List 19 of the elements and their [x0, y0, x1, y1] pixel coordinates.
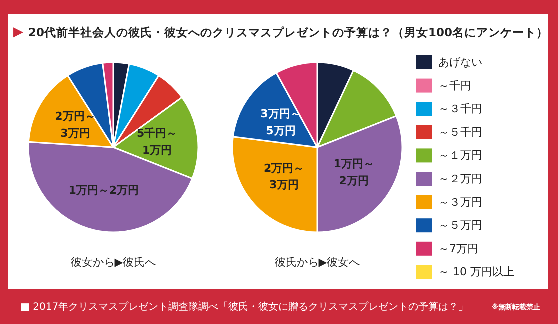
legend-label: ～7万円: [438, 242, 478, 256]
legend-label: ～５万円: [438, 219, 482, 232]
text: ■ 2017年クリスマスプレゼント調査隊調べ「彼氏・彼女に贈るクリスマスプレゼントの予算は？」: [20, 301, 469, 313]
legend-label: ～５千円: [438, 126, 482, 139]
text: 彼女から▶彼氏へ: [70, 256, 156, 269]
chart-title: ▶ 20代前半社会人の彼氏・彼女へのクリスマスプレゼントの予算は？（男女100名にアンケート）: [14, 25, 549, 40]
legend-label: ～千円: [438, 79, 472, 92]
legend-label: ～１万円: [438, 149, 482, 162]
text: 彼氏から▶彼女へ: [274, 256, 360, 269]
legend-label: ～３千円: [438, 102, 482, 116]
text: 5千円～ 1万円: [137, 127, 178, 157]
text: 2万円～ 3万円: [55, 110, 96, 140]
legend-label: ～３万円: [438, 196, 482, 209]
text: 1万円～ 2万円: [334, 157, 374, 188]
legend-label: あげない: [438, 56, 482, 69]
text: 2万円～ 3万円: [264, 162, 305, 192]
legend-label: ～２万円: [438, 172, 482, 186]
text: 1万円～2万円: [68, 184, 140, 198]
legend-label: ～ 10 万円以上: [438, 266, 514, 279]
